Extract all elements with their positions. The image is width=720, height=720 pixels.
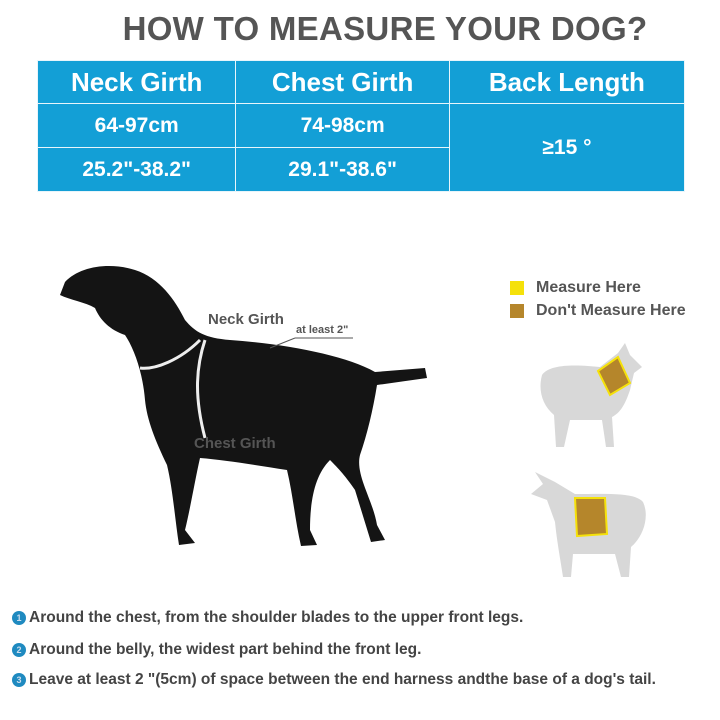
instruction-step-1: 1 Around the chest, from the shoulder bl…	[12, 609, 523, 627]
step-text: Around the belly, the widest part behind…	[29, 641, 422, 658]
header-neck-girth: Neck Girth	[36, 60, 237, 104]
step-number-badge: 2	[12, 643, 26, 657]
gap-label: at least 2"	[296, 324, 349, 336]
header-back-length: Back Length	[448, 60, 686, 104]
legend-swatch-yellow	[510, 281, 524, 295]
small-dog-neck-icon	[540, 343, 642, 447]
neck-girth-cm: 64-97cm	[36, 103, 237, 148]
neck-girth-inch: 25.2"-38.2"	[36, 147, 237, 192]
legend-swatch-brown	[510, 304, 524, 318]
instruction-step-2: 2 Around the belly, the widest part behi…	[12, 641, 421, 659]
legend-measure-here: Measure Here	[510, 279, 641, 297]
small-dog-chest-icon	[531, 472, 646, 577]
legend-label: Measure Here	[536, 279, 641, 296]
dog-silhouette-diagram	[60, 266, 427, 546]
header-chest-girth: Chest Girth	[235, 60, 450, 104]
back-length-value: ≥15 °	[448, 103, 686, 192]
legend-dont-measure: Don't Measure Here	[510, 302, 686, 320]
neck-girth-label: Neck Girth	[208, 311, 284, 328]
step-text: Around the chest, from the shoulder blad…	[29, 609, 524, 626]
step-text: Leave at least 2 "(5cm) of space between…	[29, 671, 656, 688]
chest-girth-cm: 74-98cm	[235, 103, 450, 148]
page-title: HOW TO MEASURE YOUR DOG?	[122, 10, 648, 47]
legend-label: Don't Measure Here	[536, 302, 686, 319]
instruction-step-3: 3 Leave at least 2 "(5cm) of space betwe…	[12, 671, 656, 689]
step-number-badge: 1	[12, 611, 26, 625]
chest-girth-label: Chest Girth	[194, 435, 276, 452]
chest-girth-inch: 29.1"-38.6"	[235, 147, 450, 192]
size-table: Neck Girth Chest Girth Back Length 64-97…	[36, 60, 686, 192]
step-number-badge: 3	[12, 673, 26, 687]
